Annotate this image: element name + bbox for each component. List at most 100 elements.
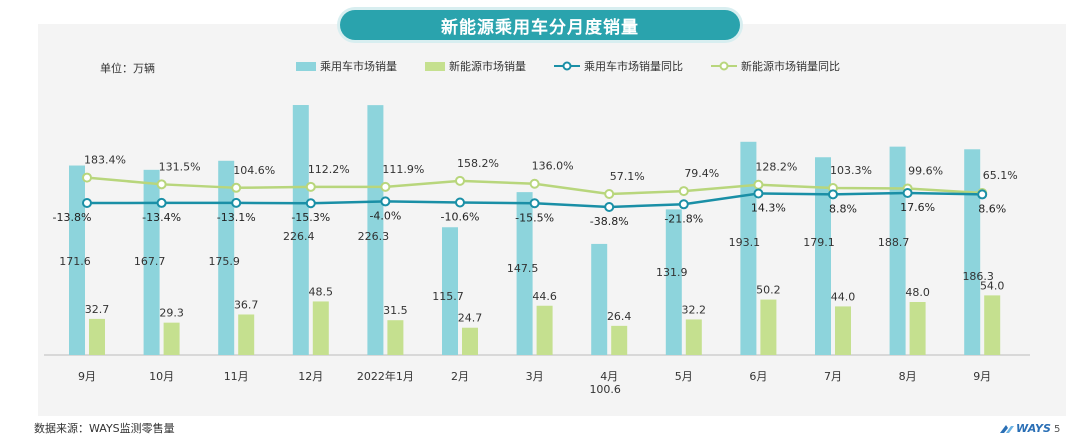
passenger-yoy-label-0: -13.8% [53, 211, 92, 224]
nev-yoy-point-0 [82, 172, 92, 183]
legend-label-passenger-yoy: 乘用车市场销量同比 [584, 60, 683, 73]
passenger-yoy-label-12: 8.6% [978, 202, 1006, 215]
nev-value-label-0: 32.7 [85, 303, 110, 316]
legend-swatch-nev-line [711, 61, 737, 71]
legend-swatch-nev-bar [425, 61, 445, 71]
passenger-yoy-point-4 [380, 196, 391, 207]
nev-yoy-point-9 [753, 179, 764, 190]
nev-yoy-point-5 [455, 175, 465, 186]
passenger-value-label-11: 188.7 [878, 236, 910, 249]
legend-item-nev-yoy: 新能源市场销量同比 [711, 58, 840, 74]
passenger-yoy-point-9 [753, 188, 764, 199]
passenger-bar-10 [815, 157, 831, 355]
legend-item-passenger-yoy: 乘用车市场销量同比 [554, 58, 683, 74]
nev-bar-2 [238, 314, 255, 355]
nev-yoy-label-5: 158.2% [457, 157, 499, 170]
x-tick-label-1: 10月 [149, 370, 174, 383]
ways-logo-text: WAYS [1016, 422, 1051, 435]
nev-bar-7 [611, 325, 628, 355]
passenger-yoy-point-1 [156, 197, 167, 208]
nev-yoy-point-7 [604, 188, 615, 199]
nev-bar-4 [387, 320, 404, 355]
passenger-yoy-point-2 [231, 197, 242, 208]
ways-logo: WAYS [1000, 422, 1051, 435]
legend-label-nev-yoy: 新能源市场销量同比 [741, 60, 840, 73]
passenger-value-label-8: 131.9 [656, 266, 688, 279]
passenger-bar-0 [69, 165, 85, 355]
nev-value-label-11: 48.0 [905, 286, 930, 299]
nev-yoy-label-9: 128.2% [755, 161, 797, 174]
nev-yoy-label-3: 112.2% [308, 163, 350, 176]
nev-yoy-label-4: 111.9% [382, 163, 424, 176]
nev-bar-3 [312, 301, 329, 355]
passenger-value-label-12: 186.3 [962, 270, 994, 283]
chart-legend: 乘用车市场销量 新能源市场销量 乘用车市场销量同比 新能源市场销量同比 [296, 58, 868, 74]
passenger-bar-8 [665, 209, 682, 355]
passenger-value-label-0: 171.6 [59, 255, 91, 268]
nev-yoy-label-12: 65.1% [983, 169, 1018, 182]
nev-value-label-4: 31.5 [383, 304, 408, 317]
nev-bar-11 [909, 302, 926, 355]
passenger-bar-7 [591, 243, 608, 355]
x-tick-label-2: 11月 [224, 370, 249, 383]
passenger-yoy-point-11 [902, 187, 913, 198]
legend-swatch-passenger-bar [296, 61, 316, 71]
nev-bar-8 [685, 319, 702, 355]
x-tick-label-4: 2022年1月 [357, 369, 414, 383]
nev-yoy-label-8: 79.4% [684, 167, 719, 180]
nev-value-label-5: 24.7 [458, 312, 483, 325]
passenger-bar-1 [143, 169, 160, 355]
passenger-yoy-label-4: -4.0% [369, 209, 401, 222]
passenger-value-label-3: 226.4 [283, 230, 315, 243]
nev-bar-6 [536, 305, 553, 355]
passenger-value-label-7: 100.6 [589, 383, 621, 396]
nev-yoy-label-10: 103.3% [830, 164, 872, 177]
unit-label: 单位：万辆 [100, 62, 155, 75]
passenger-yoy-point-12 [977, 189, 988, 200]
nev-yoy-point-6 [529, 178, 540, 189]
passenger-bar-3 [292, 105, 309, 356]
x-tick-label-10: 7月 [824, 370, 842, 383]
nev-yoy-point-8 [678, 186, 689, 197]
passenger-yoy-point-8 [678, 199, 689, 210]
passenger-yoy-label-2: -13.1% [217, 211, 256, 224]
passenger-yoy-point-3 [305, 198, 316, 209]
passenger-yoy-label-11: 17.6% [900, 201, 935, 214]
passenger-bar-2 [218, 160, 235, 355]
passenger-yoy-point-10 [828, 189, 838, 200]
legend-swatch-passenger-line [554, 61, 580, 71]
passenger-yoy-point-7 [604, 202, 615, 212]
passenger-yoy-point-6 [529, 198, 540, 209]
x-tick-label-7: 4月 [600, 370, 618, 383]
x-tick-label-5: 2月 [451, 370, 469, 383]
passenger-value-label-5: 115.7 [432, 290, 464, 303]
nev-value-label-3: 48.5 [309, 285, 334, 298]
nev-bar-10 [835, 306, 851, 355]
nev-yoy-label-11: 99.6% [908, 164, 943, 177]
passenger-yoy-label-9: 14.3% [751, 202, 786, 215]
nev-yoy-point-1 [156, 179, 167, 190]
passenger-yoy-point-5 [455, 197, 465, 208]
x-tick-label-8: 5月 [675, 370, 693, 383]
passenger-bar-12 [964, 149, 981, 355]
x-tick-label-12: 9月 [973, 370, 991, 383]
nev-yoy-label-0: 183.4% [84, 154, 126, 167]
ways-logo-icon [1000, 424, 1014, 433]
passenger-value-label-4: 226.3 [358, 230, 390, 243]
passenger-bar-4 [367, 105, 384, 356]
page-number: 5 [1054, 424, 1061, 435]
nev-yoy-point-2 [231, 182, 242, 193]
passenger-value-label-2: 175.9 [208, 255, 240, 268]
passenger-yoy-label-1: -13.4% [142, 211, 181, 224]
x-tick-label-3: 12月 [298, 370, 323, 383]
passenger-yoy-point-0 [82, 198, 92, 208]
data-source-label: 数据来源：WAYS监测零售量 [34, 422, 175, 435]
nev-value-label-1: 29.3 [159, 307, 184, 320]
passenger-yoy-label-8: -21.8% [664, 212, 703, 225]
x-tick-label-9: 6月 [749, 370, 767, 383]
passenger-value-label-1: 167.7 [134, 255, 166, 268]
passenger-yoy-label-10: 8.8% [829, 202, 857, 215]
nev-bar-9 [760, 299, 777, 355]
nev-value-label-7: 26.4 [607, 310, 632, 323]
